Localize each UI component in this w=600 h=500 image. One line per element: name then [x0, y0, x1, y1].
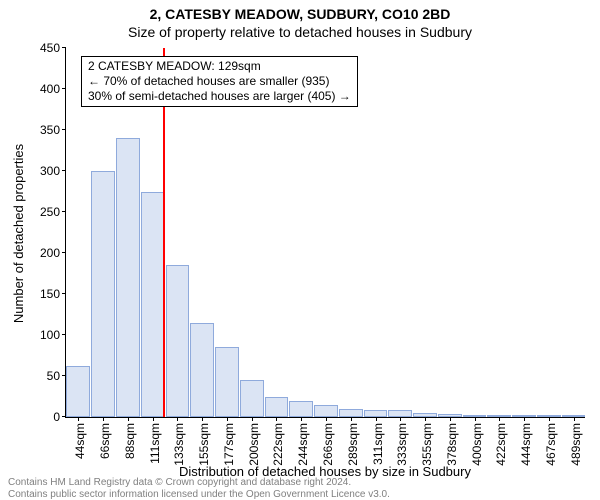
- histogram-bar: [66, 366, 90, 417]
- footer-attribution: Contains HM Land Registry data © Crown c…: [8, 477, 390, 500]
- title-line-2: Size of property relative to detached ho…: [0, 24, 600, 40]
- x-tick-mark: [400, 417, 401, 421]
- y-tick-label: 250: [40, 205, 66, 219]
- x-tick-label: 133sqm: [168, 417, 186, 466]
- x-tick-label: 66sqm: [94, 417, 112, 459]
- histogram-bar: [314, 405, 338, 417]
- histogram-bar: [215, 347, 239, 417]
- x-tick-label: 111sqm: [144, 417, 162, 464]
- x-tick-mark: [499, 417, 500, 421]
- y-tick-mark: [62, 170, 66, 171]
- x-tick-label: 155sqm: [193, 417, 211, 466]
- y-tick-label: 100: [40, 328, 66, 342]
- y-tick-mark: [62, 416, 66, 417]
- x-tick-label: 489sqm: [565, 417, 583, 466]
- x-tick-label: 44sqm: [69, 417, 87, 459]
- x-tick-mark: [425, 417, 426, 421]
- y-tick-label: 0: [53, 410, 66, 424]
- x-tick-mark: [78, 417, 79, 421]
- x-tick-label: 244sqm: [292, 417, 310, 466]
- y-tick-label: 350: [40, 123, 66, 137]
- y-tick-label: 400: [40, 82, 66, 96]
- histogram-bar: [91, 171, 115, 417]
- x-tick-label: 422sqm: [490, 417, 508, 466]
- x-tick-label: 467sqm: [540, 417, 558, 466]
- x-tick-label: 444sqm: [515, 417, 533, 466]
- footer-line-1: Contains HM Land Registry data © Crown c…: [8, 477, 390, 489]
- x-tick-mark: [574, 417, 575, 421]
- x-tick-label: 311sqm: [367, 417, 385, 465]
- histogram-bar: [240, 380, 264, 417]
- x-tick-label: 289sqm: [342, 417, 360, 466]
- histogram-bar: [166, 265, 190, 417]
- histogram-bar: [265, 397, 289, 418]
- x-tick-label: 200sqm: [243, 417, 261, 466]
- y-tick-label: 150: [40, 287, 66, 301]
- x-tick-mark: [301, 417, 302, 421]
- y-tick-mark: [62, 88, 66, 89]
- histogram-bar: [116, 138, 140, 417]
- x-tick-mark: [549, 417, 550, 421]
- x-tick-label: 266sqm: [317, 417, 335, 466]
- title-line-1: 2, CATESBY MEADOW, SUDBURY, CO10 2BD: [0, 6, 600, 22]
- x-tick-mark: [376, 417, 377, 421]
- x-tick-mark: [128, 417, 129, 421]
- histogram-bar: [339, 409, 363, 417]
- annotation-box: 2 CATESBY MEADOW: 129sqm← 70% of detache…: [81, 56, 358, 107]
- y-tick-mark: [62, 211, 66, 212]
- x-tick-label: 333sqm: [391, 417, 409, 466]
- x-tick-label: 88sqm: [119, 417, 137, 459]
- x-tick-mark: [252, 417, 253, 421]
- x-tick-mark: [524, 417, 525, 421]
- plot-area: 2 CATESBY MEADOW: 129sqm← 70% of detache…: [65, 48, 585, 418]
- x-tick-mark: [450, 417, 451, 421]
- y-tick-mark: [62, 334, 66, 335]
- histogram-bar: [141, 192, 165, 418]
- y-tick-mark: [62, 293, 66, 294]
- y-tick-label: 450: [40, 41, 66, 55]
- chart-container: 2, CATESBY MEADOW, SUDBURY, CO10 2BD Siz…: [0, 0, 600, 500]
- x-tick-label: 400sqm: [466, 417, 484, 466]
- y-tick-label: 50: [47, 369, 66, 383]
- x-tick-label: 378sqm: [441, 417, 459, 466]
- footer-line-2: Contains public sector information licen…: [8, 489, 390, 500]
- annotation-line: 2 CATESBY MEADOW: 129sqm: [88, 59, 351, 74]
- x-tick-mark: [177, 417, 178, 421]
- y-tick-mark: [62, 252, 66, 253]
- x-tick-mark: [276, 417, 277, 421]
- annotation-line: 30% of semi-detached houses are larger (…: [88, 89, 351, 104]
- x-tick-label: 355sqm: [416, 417, 434, 466]
- x-tick-label: 222sqm: [267, 417, 285, 466]
- y-tick-mark: [62, 375, 66, 376]
- y-axis-label: Number of detached properties: [10, 48, 28, 418]
- x-tick-mark: [227, 417, 228, 421]
- x-tick-mark: [202, 417, 203, 421]
- x-tick-mark: [475, 417, 476, 421]
- y-tick-mark: [62, 129, 66, 130]
- histogram-bar: [289, 401, 313, 417]
- x-tick-label: 177sqm: [218, 417, 236, 466]
- annotation-line: ← 70% of detached houses are smaller (93…: [88, 74, 351, 89]
- x-tick-mark: [153, 417, 154, 421]
- y-tick-label: 300: [40, 164, 66, 178]
- y-tick-mark: [62, 47, 66, 48]
- histogram-bar: [190, 323, 214, 417]
- y-tick-label: 200: [40, 246, 66, 260]
- x-tick-mark: [351, 417, 352, 421]
- x-tick-mark: [103, 417, 104, 421]
- x-tick-mark: [326, 417, 327, 421]
